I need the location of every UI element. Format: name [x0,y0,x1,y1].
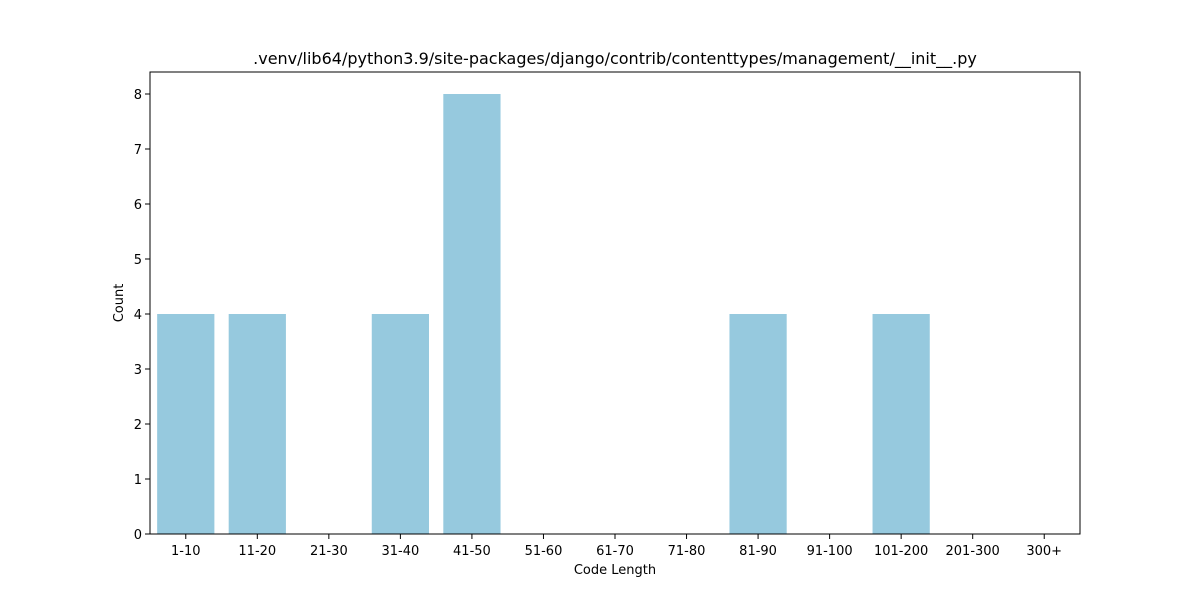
x-tick-label: 21-30 [310,544,348,559]
y-tick-label: 3 [134,363,142,378]
chart-title: .venv/lib64/python3.9/site-packages/djan… [253,49,977,69]
x-tick-label: 101-200 [874,544,928,559]
bars-group [157,94,930,534]
y-tick-label: 5 [134,253,142,268]
y-tick-label: 1 [134,473,142,488]
bar-81-90 [729,314,787,534]
x-axis-label: Code Length [574,563,656,578]
bar-41-50 [443,94,501,534]
bar-1-10 [157,314,215,534]
x-tick-label: 1-10 [171,544,201,559]
y-tick-label: 0 [134,528,142,543]
x-tick-label: 201-300 [946,544,1000,559]
y-tick-label: 2 [134,418,142,433]
plot-frame [149,71,1081,535]
x-tick-label: 41-50 [453,544,491,559]
x-tick-label: 31-40 [381,544,419,559]
x-tick-label: 51-60 [525,544,563,559]
x-tick-label: 91-100 [807,544,853,559]
x-axis: 1-10 11-20 21-30 31-40 41-50 51-60 61-70 71-80 8… [171,534,1062,559]
y-tick-label: 4 [134,308,142,323]
y-tick-label: 8 [134,88,142,103]
x-tick-label: 61-70 [596,544,634,559]
bar-31-40 [371,314,429,534]
bar-101-200 [872,314,930,534]
y-axis-label: Count [112,284,127,323]
bar-11-20 [228,314,286,534]
x-tick-label: 81-90 [739,544,777,559]
x-tick-label: 11-20 [238,544,276,559]
x-tick-label: 300+ [1026,544,1062,559]
y-tick-label: 6 [134,198,142,213]
y-tick-label: 7 [134,143,142,158]
y-axis: 0 1 2 3 4 5 6 7 8 [134,88,150,543]
x-tick-label: 71-80 [668,544,706,559]
